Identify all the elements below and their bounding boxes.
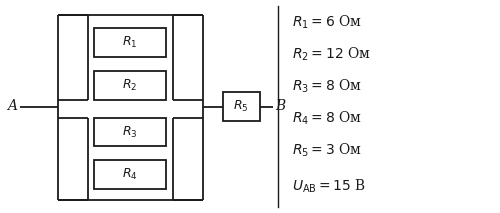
Text: $R_4$: $R_4$: [122, 167, 138, 182]
Bar: [94, 71, 166, 100]
Bar: [94, 28, 166, 57]
Text: $R_2$: $R_2$: [122, 78, 138, 93]
Text: $R_2 = 12$ Ом: $R_2 = 12$ Ом: [292, 46, 372, 63]
Bar: [94, 118, 166, 147]
Text: $R_4 = 8$ Ом: $R_4 = 8$ Ом: [292, 109, 362, 127]
Text: $R_3$: $R_3$: [122, 125, 138, 140]
Text: $R_3 = 8$ Ом: $R_3 = 8$ Ом: [292, 78, 362, 95]
Text: $R_5$: $R_5$: [234, 99, 249, 114]
Text: $U_\mathrm{AB} = 15$ В: $U_\mathrm{AB} = 15$ В: [292, 178, 366, 195]
Text: $R_1$: $R_1$: [122, 35, 138, 50]
Text: $R_1 = 6$ Ом: $R_1 = 6$ Ом: [292, 14, 362, 31]
Text: B: B: [275, 99, 285, 114]
Text: A: A: [8, 99, 18, 114]
Bar: [94, 160, 166, 189]
Text: $R_5 = 3$ Ом: $R_5 = 3$ Ом: [292, 141, 362, 159]
Bar: [222, 92, 260, 121]
